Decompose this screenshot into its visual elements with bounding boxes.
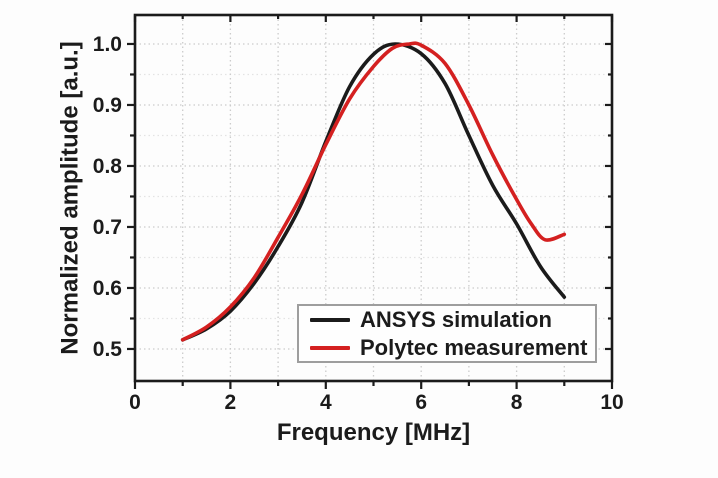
legend: ANSYS simulation Polytec measurement (297, 304, 597, 363)
x-axis-title: Frequency [MHz] (276, 419, 471, 446)
y-tick-label: 1.0 (93, 33, 122, 56)
y-tick-label: 0.5 (93, 338, 123, 361)
y-axis-title-strip: Normalized amplitude [a.u.] (56, 15, 86, 381)
y-tick-label: 0.7 (93, 216, 122, 239)
legend-item-polytec-measurement: Polytec measurement (310, 335, 595, 360)
tick-labels: 0 2 4 6 8 10 0.5 0.6 0.7 0.8 0.9 1.0 (93, 33, 624, 414)
x-tick-label: 10 (600, 391, 623, 414)
plot-frame (133, 13, 614, 383)
series-line-ansys-simulation (180, 42, 567, 342)
legend-line-ansys-icon (310, 317, 350, 322)
x-tick-label: 2 (225, 391, 237, 414)
legend-item-ansys-simulation: ANSYS simulation (310, 307, 595, 332)
y-axis-title: Normalized amplitude [a.u.] (57, 41, 84, 355)
x-tick-label: 8 (511, 391, 523, 414)
legend-label: ANSYS simulation (360, 306, 552, 332)
series-line-polytec-measurement (180, 41, 567, 342)
y-tick-label: 0.8 (93, 155, 123, 178)
legend-line-polytec-icon (310, 345, 350, 350)
x-tick-label: 4 (320, 391, 332, 414)
legend-label: Polytec measurement (360, 334, 588, 360)
y-tick-label: 0.6 (93, 277, 122, 300)
y-tick-label: 0.9 (93, 94, 122, 117)
x-tick-label: 0 (129, 391, 141, 414)
x-tick-label: 6 (415, 391, 427, 414)
